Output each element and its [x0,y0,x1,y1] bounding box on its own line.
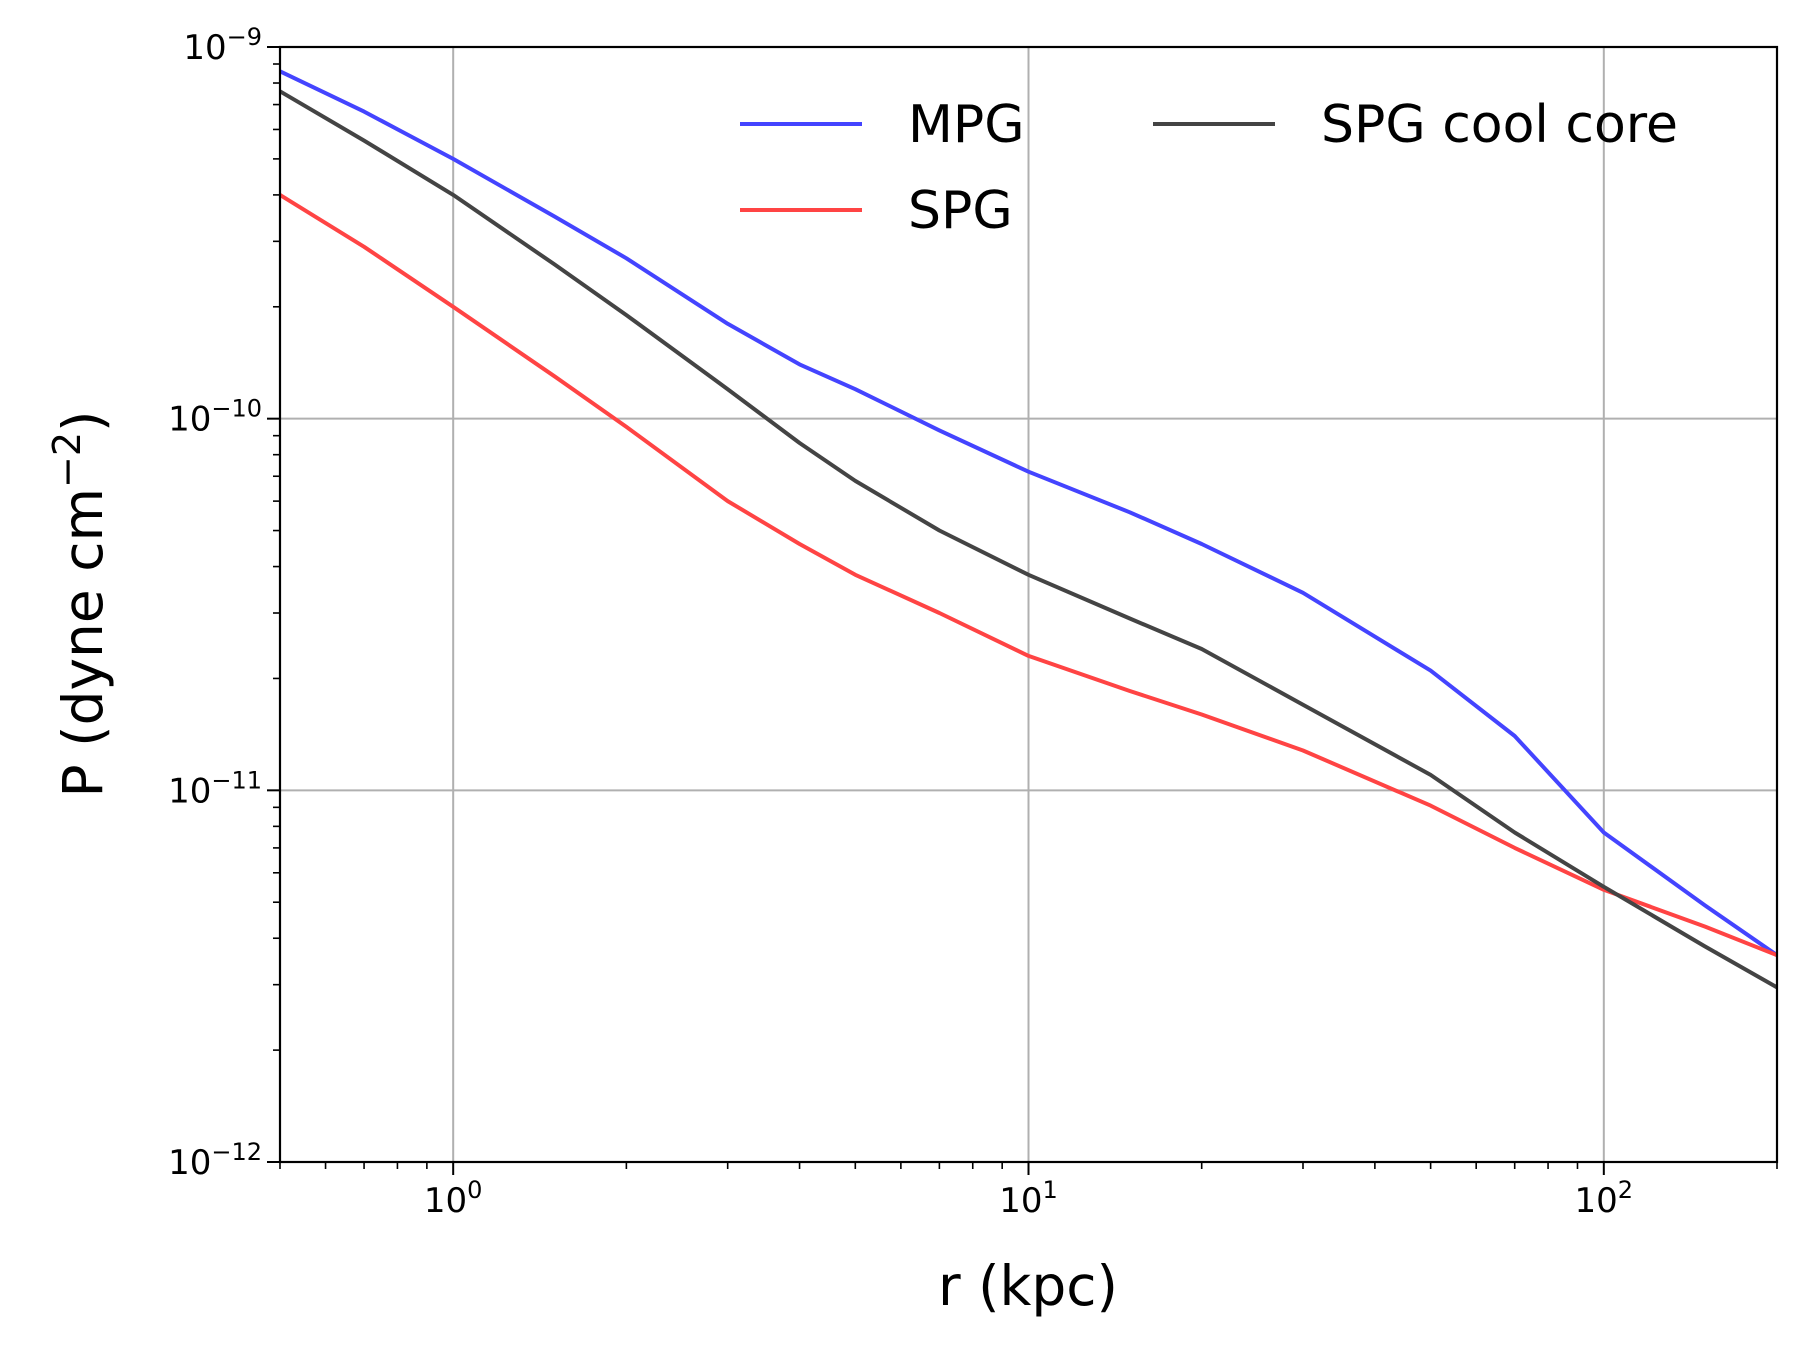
series-line-mpg [279,69,1779,957]
x-tick-label-0: 100 [424,1176,483,1221]
grid [280,46,1777,1163]
x-tick-label-2: 102 [1575,1176,1634,1221]
series-lines [278,69,1779,990]
y-tick-label-3: 10−9 [183,23,262,68]
y-axis-title-exponent: −2 [45,432,89,488]
series-line-spg [278,193,1778,958]
y-tick-label-1: 10−11 [168,766,262,811]
legend: MPG SPG SPG cool core [740,95,1678,241]
y-tick-label-2: 10−10 [168,395,262,440]
y-tick-label-0: 10−12 [168,1138,262,1183]
y-axis-title-close: ) [51,410,115,431]
y-axis-title-text: P (dyne cm [51,488,115,798]
series-line-spg-cool-core [278,89,1778,990]
legend-label-spg-cool-core: SPG cool core [1321,95,1678,155]
x-tick-label-1: 101 [999,1176,1058,1221]
legend-label-mpg: MPG [908,95,1025,155]
x-axis-title: r (kpc) [938,1254,1118,1318]
legend-label-spg: SPG [908,181,1013,241]
y-axis-title: P (dyne cm−2) [45,410,115,797]
axis-ticks: 100 101 102 10−12 10−11 10−10 10−9 [168,23,1778,1221]
